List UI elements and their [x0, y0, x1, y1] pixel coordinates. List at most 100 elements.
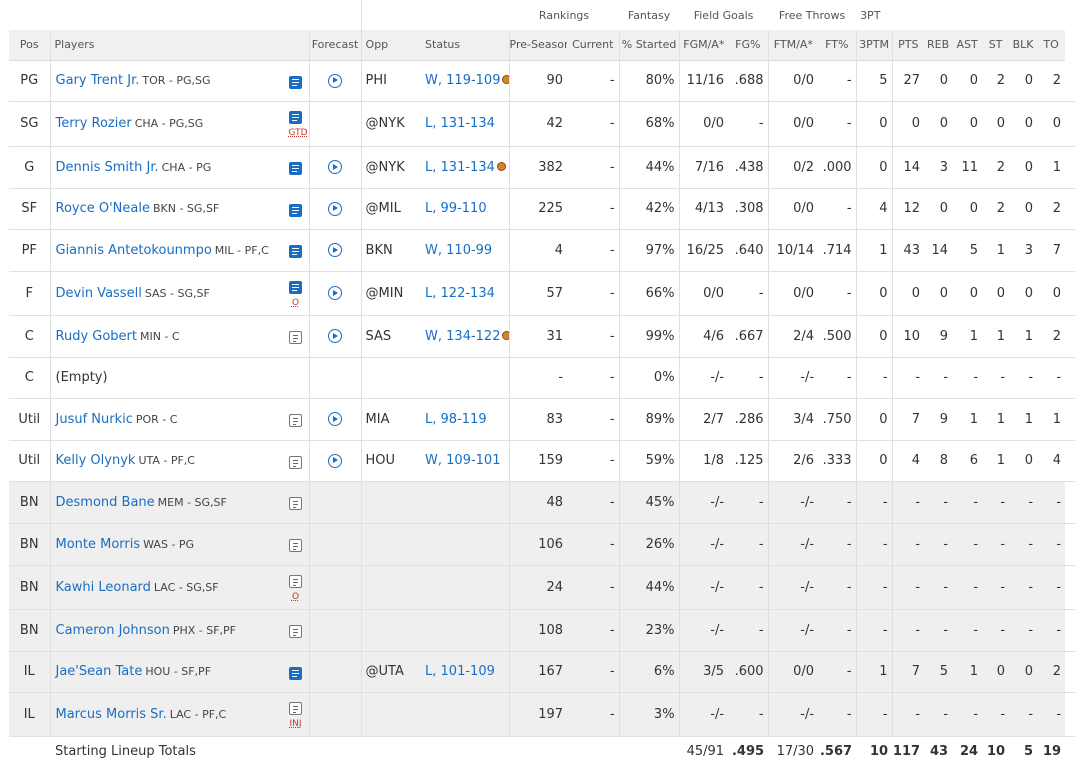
- position-cell[interactable]: F: [25, 285, 33, 301]
- injury-status-badge[interactable]: GTD: [288, 127, 308, 138]
- player-notes-icon[interactable]: [289, 666, 302, 680]
- position-cell[interactable]: SF: [21, 201, 38, 216]
- player-name-link[interactable]: Jae'Sean Tate: [55, 664, 143, 679]
- col-to[interactable]: TO: [1037, 30, 1066, 61]
- game-result-link[interactable]: W, 119-109: [425, 73, 501, 88]
- col-players[interactable]: Players: [49, 30, 309, 61]
- player-notes-icon[interactable]: [289, 110, 302, 124]
- play-icon[interactable]: [328, 243, 343, 257]
- position-cell[interactable]: BN: [19, 579, 39, 595]
- position-cell[interactable]: IL: [23, 706, 35, 722]
- injury-status-badge[interactable]: O: [291, 591, 300, 602]
- col-forecast[interactable]: Forecast: [308, 30, 362, 61]
- game-result-link[interactable]: L, 99-110: [425, 201, 487, 216]
- player-name-link[interactable]: Jusuf Nurkic: [55, 411, 133, 427]
- position-cell[interactable]: PG: [20, 73, 39, 88]
- blk-cell: 0: [1024, 453, 1034, 468]
- col-fgma[interactable]: FGM/A*: [678, 30, 729, 61]
- player-name-link[interactable]: Royce O'Neale: [55, 201, 150, 216]
- position-cell[interactable]: IL: [23, 664, 35, 679]
- ast-cell: 11: [961, 159, 979, 175]
- position-cell[interactable]: Util: [18, 453, 41, 468]
- col-current[interactable]: Current: [567, 30, 620, 61]
- basketball-icon[interactable]: [502, 75, 510, 84]
- position-cell[interactable]: BN: [19, 494, 39, 510]
- player-notes-icon[interactable]: [289, 496, 302, 510]
- col-ftpct[interactable]: FT%: [818, 30, 857, 61]
- player-name-link[interactable]: Devin Vassell: [55, 285, 142, 301]
- ftma-cell: 0/0: [767, 651, 819, 692]
- player-notes-icon[interactable]: [289, 455, 302, 469]
- col-opp[interactable]: Opp: [360, 30, 418, 61]
- col-fgpct[interactable]: FG%: [728, 30, 769, 61]
- col-pts[interactable]: PTS: [891, 30, 925, 61]
- col-st[interactable]: ST: [982, 30, 1010, 61]
- play-icon[interactable]: [328, 329, 343, 343]
- player-notes-icon[interactable]: [289, 280, 302, 294]
- play-icon[interactable]: [328, 453, 343, 468]
- player-notes-icon[interactable]: [289, 413, 302, 427]
- player-notes-icon[interactable]: [289, 203, 302, 217]
- col-preseason[interactable]: Pre-Season: [508, 30, 568, 61]
- game-result-link[interactable]: L, 122-134: [425, 285, 495, 301]
- player-name-link[interactable]: Cameron Johnson: [55, 622, 170, 638]
- player-notes-icon[interactable]: [289, 244, 302, 258]
- player-name-link[interactable]: Desmond Bane: [55, 494, 155, 510]
- roster-table-container: Rankings Fantasy Field Goals Free Throws…: [9, 0, 1075, 766]
- basketball-icon[interactable]: [502, 330, 510, 340]
- position-cell[interactable]: BN: [19, 536, 39, 552]
- play-icon[interactable]: [328, 73, 343, 88]
- fgma-cell: -/-: [678, 523, 729, 565]
- game-result-link[interactable]: L, 101-109: [425, 664, 495, 679]
- position-cell[interactable]: C: [24, 328, 34, 344]
- pts-cell: -: [891, 357, 925, 398]
- game-result-link[interactable]: W, 134-122: [425, 328, 501, 344]
- game-result-link[interactable]: L, 131-134: [425, 116, 495, 131]
- col-reb[interactable]: REB: [924, 30, 953, 61]
- ast-cell: 1: [969, 411, 979, 427]
- injury-status-badge[interactable]: O: [291, 297, 300, 308]
- col-ast[interactable]: AST: [952, 30, 983, 61]
- player-name-link[interactable]: Rudy Gobert: [55, 328, 138, 344]
- threeptm-cell: -: [855, 565, 893, 609]
- position-cell[interactable]: BN: [19, 622, 39, 638]
- col-3ptm[interactable]: 3PTM: [855, 30, 893, 61]
- player-notes-icon[interactable]: [289, 538, 302, 552]
- player-notes-icon[interactable]: [289, 624, 302, 638]
- col-status[interactable]: Status: [417, 30, 510, 61]
- game-result-link[interactable]: W, 110-99: [425, 242, 493, 258]
- player-name-link[interactable]: Monte Morris: [55, 536, 141, 552]
- game-result-link[interactable]: L, 98-119: [425, 411, 487, 427]
- game-result-link[interactable]: L, 131-134: [425, 159, 495, 175]
- fgpct-cell: .125: [734, 453, 764, 468]
- col-pos[interactable]: Pos: [9, 30, 50, 61]
- position-cell[interactable]: SG: [20, 116, 39, 131]
- injury-status-badge[interactable]: INJ: [289, 718, 302, 729]
- player-name-link[interactable]: Kelly Olynyk: [55, 453, 136, 468]
- ftma-cell: -/-: [767, 609, 819, 651]
- position-cell[interactable]: C: [24, 370, 34, 385]
- player-name-link[interactable]: Giannis Antetokounmpo: [55, 242, 212, 258]
- player-notes-icon[interactable]: [289, 161, 302, 175]
- player-name-link[interactable]: Marcus Morris Sr.: [55, 706, 167, 722]
- position-cell[interactable]: G: [24, 159, 35, 175]
- col-pct-started[interactable]: % Started: [618, 30, 680, 61]
- col-blk[interactable]: BLK: [1009, 30, 1038, 61]
- player-name-link[interactable]: Dennis Smith Jr.: [55, 159, 159, 175]
- player-notes-icon[interactable]: [289, 75, 302, 89]
- player-notes-icon[interactable]: [289, 574, 302, 588]
- play-icon[interactable]: [328, 160, 343, 174]
- basketball-icon[interactable]: [496, 161, 506, 171]
- game-result-link[interactable]: W, 109-101: [425, 453, 501, 468]
- play-icon[interactable]: [328, 286, 343, 300]
- position-cell[interactable]: PF: [21, 242, 37, 258]
- player-name-link[interactable]: Kawhi Leonard: [55, 579, 151, 595]
- player-name-link[interactable]: Terry Rozier: [55, 116, 132, 131]
- player-name-link[interactable]: Gary Trent Jr.: [55, 73, 140, 88]
- position-cell[interactable]: Util: [18, 411, 41, 427]
- play-icon[interactable]: [328, 412, 343, 426]
- player-notes-icon[interactable]: [289, 701, 302, 715]
- play-icon[interactable]: [328, 201, 343, 216]
- player-notes-icon[interactable]: [289, 330, 302, 344]
- col-ftma[interactable]: FTM/A*: [767, 30, 819, 61]
